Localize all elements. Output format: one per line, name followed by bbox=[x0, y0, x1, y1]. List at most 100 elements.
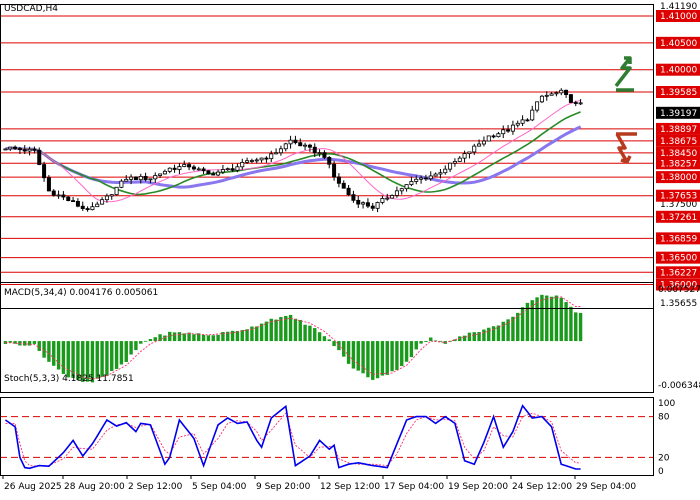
candle-body bbox=[3, 148, 8, 151]
candle-body bbox=[104, 195, 109, 201]
candle-body bbox=[390, 195, 395, 199]
candle-body bbox=[288, 139, 293, 145]
candle-body bbox=[245, 160, 250, 163]
macd-histogram-bar bbox=[284, 315, 288, 342]
macd-histogram-bar bbox=[472, 332, 476, 342]
macd-histogram-bar bbox=[129, 341, 133, 355]
candle-body bbox=[428, 175, 433, 180]
stoch-panel: 100 80 20 0 Stoch(5,3,3) 4.1825 11.7851 bbox=[0, 374, 675, 477]
time-tick-label: 9 Sep 20:00 bbox=[256, 482, 311, 492]
level-tag-label: 1.36000 bbox=[660, 281, 697, 291]
candle-body bbox=[95, 203, 100, 208]
candle-body bbox=[525, 119, 530, 122]
macd-histogram-bar bbox=[313, 328, 317, 342]
candle-body bbox=[240, 161, 245, 168]
level-tag bbox=[656, 278, 700, 291]
candle-body bbox=[564, 89, 569, 95]
current-price-tag bbox=[656, 106, 700, 119]
candle-body bbox=[153, 175, 158, 180]
ma-green-line bbox=[5, 111, 581, 196]
candle-body bbox=[433, 173, 438, 177]
candle-body bbox=[327, 157, 332, 165]
candle-body bbox=[496, 133, 501, 138]
candle-body bbox=[80, 205, 85, 209]
macd-histogram-bar bbox=[71, 341, 75, 378]
macd-histogram-bar bbox=[491, 326, 496, 342]
candle-body bbox=[515, 122, 520, 126]
candle-body bbox=[481, 140, 486, 145]
macd-histogram-bar bbox=[61, 341, 66, 374]
macd-histogram-bar bbox=[81, 341, 85, 382]
macd-histogram-bar bbox=[192, 334, 196, 342]
candle-body bbox=[206, 170, 211, 175]
macd-histogram-bar bbox=[134, 341, 138, 351]
price-tick-label: 1.41190 bbox=[660, 2, 697, 12]
macd-histogram-bar bbox=[545, 295, 549, 342]
macd-histogram-bar bbox=[549, 296, 554, 342]
macd-tick-label: -0.006348 bbox=[658, 381, 700, 391]
candle-body bbox=[535, 101, 540, 111]
level-tag-label: 1.40500 bbox=[660, 39, 697, 49]
macd-histogram-bar bbox=[303, 324, 307, 342]
macd-histogram-bar bbox=[366, 341, 370, 378]
macd-histogram-bar bbox=[569, 306, 573, 342]
time-tick-label: 28 Aug 20:00 bbox=[64, 482, 125, 492]
macd-histogram-bar bbox=[100, 341, 104, 377]
candle-body bbox=[37, 149, 42, 165]
candle-body bbox=[42, 164, 47, 179]
macd-histogram-bar bbox=[288, 314, 293, 342]
candle-body bbox=[269, 153, 274, 160]
level-tag-label: 1.40000 bbox=[660, 66, 697, 76]
level-tag-label: 1.39585 bbox=[660, 88, 697, 98]
candle-body bbox=[124, 178, 129, 182]
candle-body bbox=[554, 92, 559, 95]
candle-body bbox=[201, 168, 206, 172]
candle-body bbox=[129, 176, 134, 180]
macd-histogram-bar bbox=[487, 327, 491, 342]
candle-body bbox=[61, 194, 66, 198]
candle-body bbox=[303, 144, 308, 147]
macd-histogram-bar bbox=[574, 312, 578, 342]
candle-body bbox=[148, 178, 153, 181]
candle-body bbox=[56, 194, 61, 197]
candle-body bbox=[361, 202, 366, 205]
macd-title: MACD(5,34,4) 0.004176 0.005061 bbox=[4, 288, 158, 298]
macd-histogram-bar bbox=[66, 341, 70, 378]
candle-body bbox=[196, 168, 201, 171]
macd-histogram-bar bbox=[172, 332, 177, 342]
candle-body bbox=[501, 129, 506, 135]
macd-histogram-bar bbox=[42, 341, 46, 358]
macd-histogram-bar bbox=[259, 323, 264, 342]
candle-body bbox=[187, 164, 192, 168]
candle-body bbox=[520, 119, 525, 124]
level-tag-label: 1.38257 bbox=[660, 159, 697, 169]
macd-histogram-bar bbox=[139, 341, 143, 344]
zigzag-down-arrow-icon bbox=[615, 132, 637, 164]
candle-body bbox=[467, 151, 472, 155]
candle-body bbox=[370, 205, 375, 209]
macd-histogram-bar bbox=[158, 334, 162, 342]
macd-histogram-bar bbox=[554, 295, 559, 342]
time-tick-label: 26 Aug 2025 bbox=[4, 482, 62, 492]
level-tag-label: 1.36500 bbox=[660, 254, 697, 264]
candle-body bbox=[46, 177, 51, 192]
candle-body bbox=[452, 161, 457, 164]
candle-body bbox=[380, 197, 385, 203]
candle-body bbox=[27, 148, 32, 152]
macd-histogram-bar bbox=[414, 341, 418, 350]
macd-histogram-bar bbox=[182, 333, 186, 342]
macd-histogram-bar bbox=[230, 330, 235, 342]
zigzag-up-arrow-icon bbox=[614, 56, 632, 88]
candle-body bbox=[312, 146, 317, 154]
macd-histogram-bar bbox=[400, 341, 404, 367]
stoch-tick-label: 100 bbox=[658, 399, 675, 409]
candle-body bbox=[249, 160, 254, 162]
candle-body bbox=[172, 167, 177, 170]
level-tag bbox=[656, 134, 700, 147]
macd-histogram-bar bbox=[506, 319, 510, 342]
level-tag-label: 1.38675 bbox=[660, 137, 697, 147]
macd-histogram-bar bbox=[385, 341, 389, 375]
macd-histogram-bar bbox=[255, 326, 259, 342]
macd-histogram-bar bbox=[327, 339, 331, 342]
candle-body bbox=[133, 176, 138, 181]
